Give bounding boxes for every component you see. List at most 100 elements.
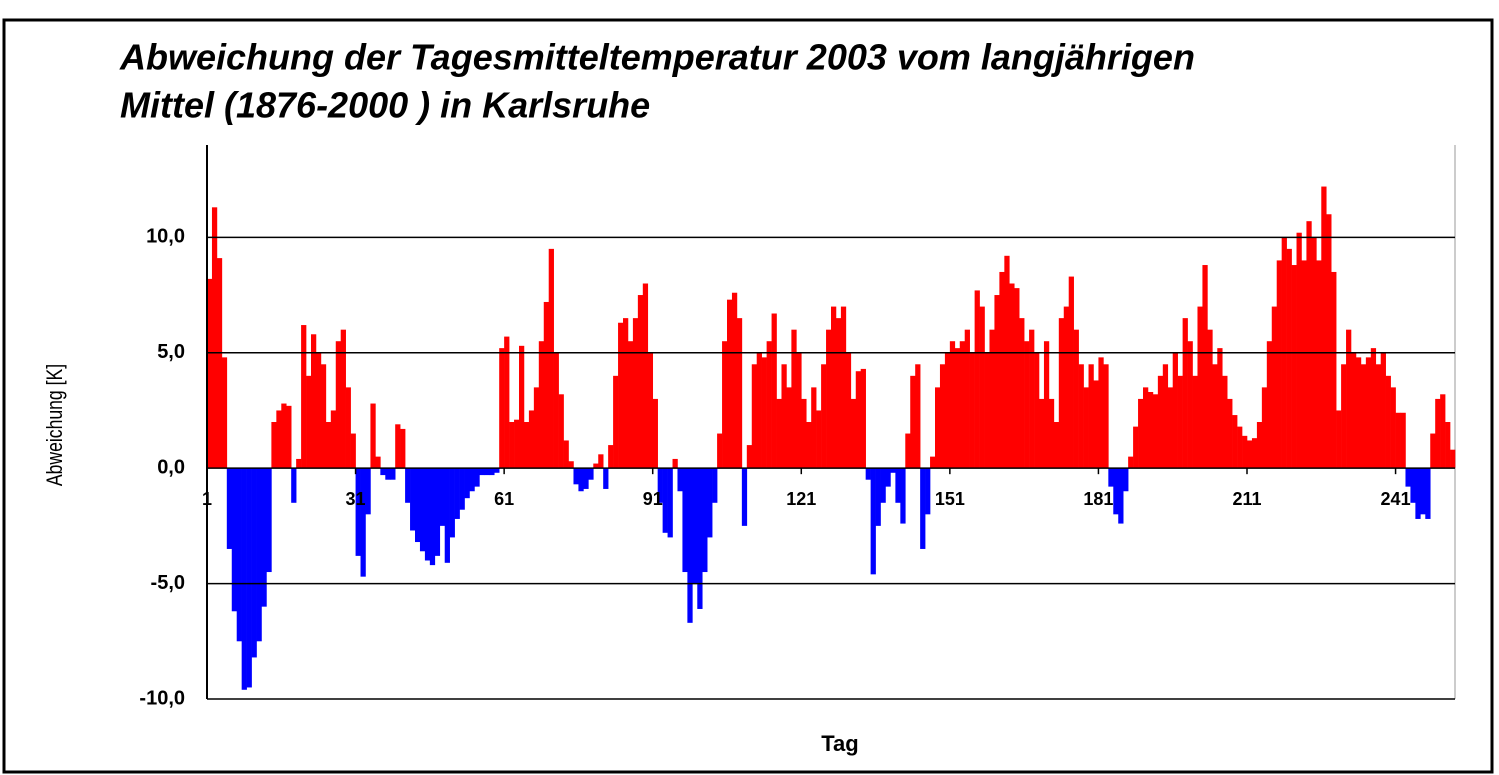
bar bbox=[311, 334, 317, 469]
bar bbox=[1247, 440, 1253, 469]
bar bbox=[211, 207, 218, 469]
bar bbox=[1425, 468, 1431, 519]
bar bbox=[657, 468, 663, 503]
bar bbox=[400, 428, 406, 469]
x-tick-label: 151 bbox=[935, 489, 965, 509]
bar bbox=[469, 468, 475, 492]
bar bbox=[325, 422, 332, 469]
bar bbox=[1068, 276, 1074, 469]
bar bbox=[454, 468, 460, 519]
bar bbox=[1222, 375, 1228, 469]
bar bbox=[1058, 318, 1065, 469]
bar bbox=[1440, 394, 1446, 469]
bar bbox=[1167, 387, 1174, 469]
bar bbox=[543, 301, 550, 469]
bar bbox=[613, 375, 619, 469]
bar bbox=[1336, 410, 1342, 469]
bar bbox=[1355, 357, 1362, 469]
bar bbox=[890, 468, 896, 473]
bar bbox=[395, 424, 401, 469]
bar bbox=[954, 348, 961, 469]
bar bbox=[1410, 468, 1416, 503]
bar bbox=[1237, 426, 1243, 469]
bar bbox=[1450, 449, 1456, 469]
bar bbox=[236, 468, 242, 642]
bar bbox=[365, 468, 371, 515]
bar bbox=[632, 318, 639, 469]
bar bbox=[1380, 352, 1386, 469]
bar bbox=[623, 318, 629, 469]
bar bbox=[1286, 248, 1292, 469]
bar bbox=[1039, 398, 1045, 469]
bar bbox=[424, 468, 431, 561]
bar bbox=[1197, 306, 1203, 469]
y-tick-label: 0,0 bbox=[157, 456, 185, 478]
bar bbox=[702, 468, 708, 573]
bar bbox=[776, 398, 782, 469]
bar bbox=[479, 468, 485, 476]
bar bbox=[256, 468, 262, 642]
bar bbox=[1053, 422, 1060, 469]
bar bbox=[1261, 387, 1268, 469]
bar bbox=[1346, 329, 1352, 469]
bar bbox=[969, 352, 975, 469]
bar bbox=[1400, 412, 1406, 469]
bar bbox=[880, 468, 886, 503]
bar bbox=[578, 468, 584, 492]
bar bbox=[380, 468, 386, 476]
bar bbox=[405, 468, 411, 503]
bar bbox=[974, 290, 980, 469]
bar bbox=[291, 468, 297, 503]
bar bbox=[642, 283, 649, 469]
bar bbox=[672, 458, 678, 469]
bar bbox=[1435, 398, 1441, 469]
bar bbox=[1375, 364, 1382, 469]
bar bbox=[989, 329, 995, 469]
bar bbox=[682, 468, 688, 573]
bar bbox=[355, 468, 361, 556]
bar bbox=[415, 468, 421, 543]
bar bbox=[627, 341, 634, 469]
bar bbox=[444, 468, 450, 563]
bar bbox=[276, 410, 282, 469]
bar bbox=[855, 371, 862, 469]
x-axis-label: Tag bbox=[821, 731, 858, 756]
bar bbox=[905, 433, 911, 469]
bar bbox=[791, 329, 797, 469]
bar bbox=[246, 468, 252, 688]
bar bbox=[786, 387, 792, 469]
bar bbox=[464, 468, 470, 499]
bar bbox=[984, 352, 990, 469]
bar bbox=[835, 318, 842, 469]
bar bbox=[266, 468, 272, 573]
bar bbox=[390, 468, 396, 480]
bar bbox=[1128, 456, 1134, 469]
bar bbox=[1152, 394, 1159, 469]
x-tick-label: 31 bbox=[346, 489, 366, 509]
bar bbox=[573, 468, 579, 485]
bar bbox=[652, 398, 658, 469]
bar bbox=[994, 295, 1000, 469]
bar bbox=[1296, 232, 1302, 469]
bar bbox=[1232, 415, 1238, 469]
bar bbox=[1276, 260, 1282, 469]
bar bbox=[915, 364, 921, 469]
bar bbox=[766, 341, 772, 469]
bar bbox=[1395, 412, 1401, 469]
bar bbox=[1370, 348, 1377, 469]
bar bbox=[1029, 329, 1035, 469]
bar bbox=[1385, 375, 1391, 469]
bar bbox=[1321, 186, 1327, 469]
bar bbox=[1207, 329, 1213, 469]
bar bbox=[751, 364, 758, 469]
bar bbox=[756, 352, 762, 469]
bar bbox=[935, 387, 941, 469]
bar bbox=[801, 398, 807, 469]
bar bbox=[944, 352, 951, 469]
chart-title: Mittel (1876-2000 ) in Karlsruhe bbox=[120, 85, 650, 126]
bar bbox=[1306, 221, 1312, 469]
bar bbox=[860, 368, 866, 469]
bar bbox=[1098, 357, 1104, 469]
bar bbox=[286, 405, 292, 469]
bar bbox=[925, 468, 931, 515]
